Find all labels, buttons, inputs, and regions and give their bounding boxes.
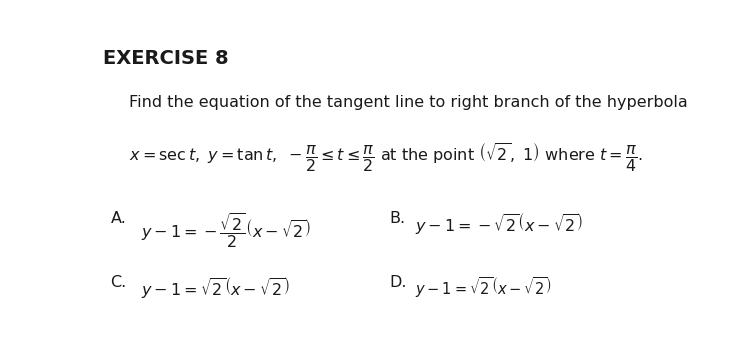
Text: $y - 1 = -\sqrt{2}\left(x - \sqrt{2}\right)$: $y - 1 = -\sqrt{2}\left(x - \sqrt{2}\rig… [415, 211, 584, 236]
Text: C.: C. [111, 275, 127, 290]
Text: EXERCISE 8: EXERCISE 8 [103, 49, 228, 68]
Text: Find the equation of the tangent line to right branch of the hyperbola: Find the equation of the tangent line to… [129, 95, 688, 109]
Text: $y - 1 = \sqrt{2}\left(x - \sqrt{2}\right)$: $y - 1 = \sqrt{2}\left(x - \sqrt{2}\righ… [415, 275, 552, 299]
Text: D.: D. [390, 275, 407, 290]
Text: $y - 1 = \sqrt{2}\left(x - \sqrt{2}\right)$: $y - 1 = \sqrt{2}\left(x - \sqrt{2}\righ… [141, 275, 289, 300]
Text: $y - 1 = -\dfrac{\sqrt{2}}{2}\left(x - \sqrt{2}\right)$: $y - 1 = -\dfrac{\sqrt{2}}{2}\left(x - \… [141, 211, 311, 250]
Text: $x = \sec t,\ y = \tan t,\ -\dfrac{\pi}{2} \leq t \leq \dfrac{\pi}{2}$ at the po: $x = \sec t,\ y = \tan t,\ -\dfrac{\pi}{… [129, 142, 644, 174]
Text: B.: B. [390, 211, 406, 226]
Text: A.: A. [111, 211, 126, 226]
